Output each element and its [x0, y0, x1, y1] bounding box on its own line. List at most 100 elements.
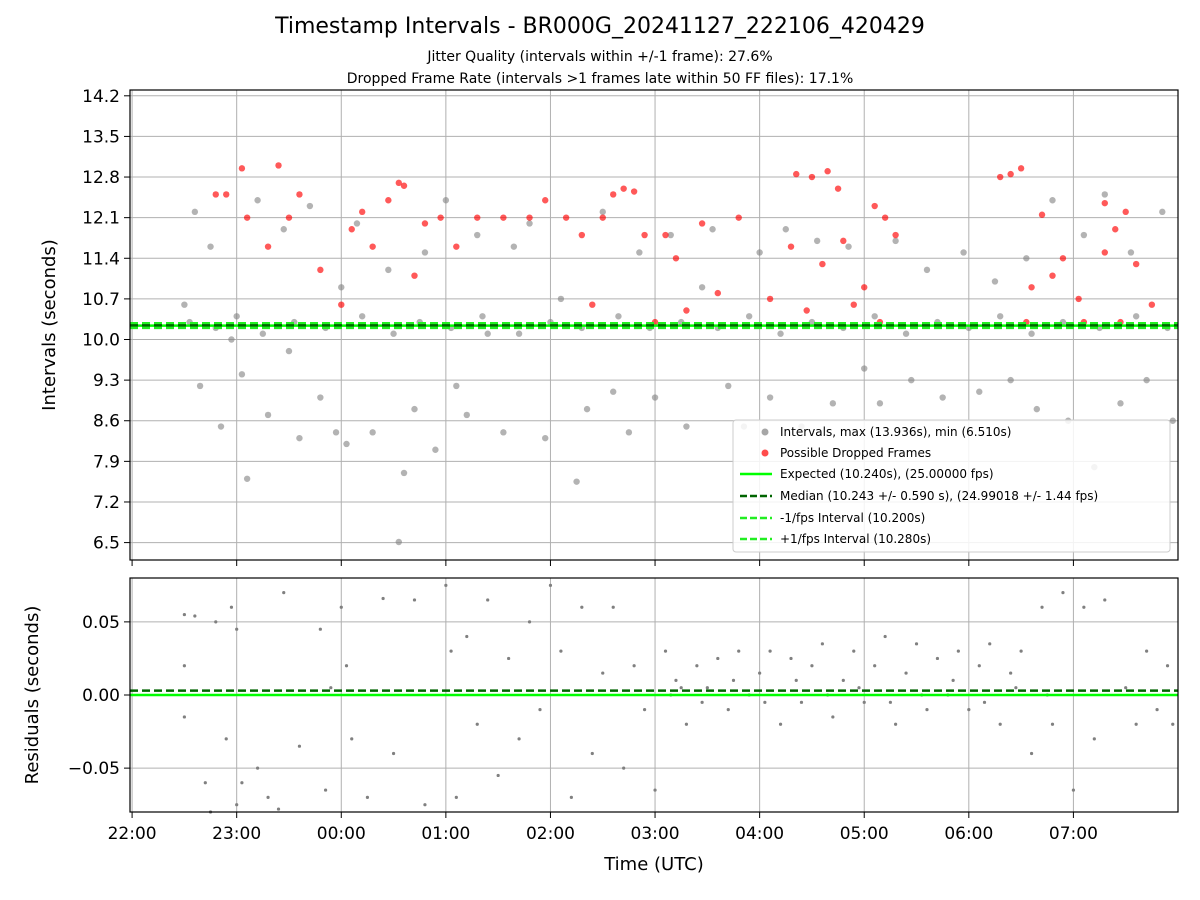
interval-point [500, 429, 507, 436]
interval-point [395, 538, 402, 546]
top-x-ticks [131, 560, 1074, 566]
dropped-frame-point [714, 289, 722, 297]
dropped-frame-point [385, 197, 392, 204]
jitter-quality-subtitle: Jitter Quality (intervals within +/-1 fr… [427, 49, 773, 65]
interval-point [233, 313, 240, 320]
dropped-frame-point [803, 307, 810, 314]
interval-point [280, 226, 287, 233]
legend-dropped-marker [761, 449, 769, 457]
x-axis-label: Time (UTC) [603, 854, 704, 875]
residual-point [731, 678, 736, 682]
dropped-frame-point [1132, 260, 1140, 268]
residual-point [977, 664, 981, 668]
interval-point [813, 237, 821, 245]
legend-expected-label: Expected (10.240s), (25.00000 fps) [780, 467, 994, 481]
interval-point [908, 376, 915, 384]
residual-point [527, 620, 532, 624]
legend-dropped-label: Possible Dropped Frames [780, 446, 931, 460]
dropped-frame-point [735, 214, 742, 221]
interval-point [610, 388, 617, 395]
interval-point [474, 231, 481, 239]
interval-point [923, 266, 931, 274]
interval-point [892, 237, 899, 245]
top-y-tick-label: 12.8 [82, 168, 120, 188]
x-tick-label: 06:00 [944, 824, 993, 844]
residual-point [412, 598, 417, 602]
residual-point [381, 596, 385, 601]
residual-point [904, 671, 908, 675]
residual-point [982, 700, 987, 704]
residual-point [820, 642, 824, 646]
dropped-frame-point [500, 214, 507, 221]
residual-point [883, 634, 887, 639]
interval-point [698, 284, 706, 291]
x-tick-label: 07:00 [1049, 824, 1098, 844]
residual-point [642, 708, 647, 712]
interval-point [845, 243, 852, 250]
interval-point [296, 434, 303, 442]
residual-point [967, 708, 971, 712]
residual-point [799, 700, 804, 704]
dropped-frame-point [1059, 255, 1067, 262]
residual-point [517, 737, 521, 741]
dropped-frame-point [641, 231, 648, 239]
dropped-frame-point [1028, 284, 1035, 291]
residual-point [956, 649, 960, 653]
residual-point [486, 598, 490, 602]
residual-point [344, 664, 349, 668]
residual-point [663, 649, 668, 653]
residual-point [998, 722, 1002, 726]
dropped-frame-point [223, 191, 230, 198]
interval-point [463, 411, 470, 419]
legend: Intervals, max (13.936s), min (6.510s) P… [732, 419, 1171, 553]
interval-point [1101, 191, 1108, 198]
residual-point [182, 715, 186, 719]
interval-point [991, 278, 999, 285]
residual-point [1103, 598, 1107, 602]
residual-point [1071, 788, 1076, 792]
interval-point [1143, 376, 1150, 384]
interval-point [667, 231, 674, 239]
interval-point [181, 301, 188, 308]
residual-point [350, 737, 354, 741]
residual-point [951, 678, 955, 682]
x-tick-label: 05:00 [840, 824, 889, 844]
legend-minus-fps-label: -1/fps Interval (10.200s) [780, 511, 925, 525]
residual-point [454, 795, 458, 799]
residual-point [894, 722, 898, 726]
residual-point [1029, 751, 1034, 756]
interval-point [766, 394, 774, 401]
interval-point [285, 347, 293, 355]
residual-point [1124, 686, 1128, 690]
residual-point [684, 722, 689, 726]
x-tick-label: 03:00 [631, 824, 680, 844]
dropped-frame-point [892, 231, 899, 239]
dropped-frame-point [243, 214, 251, 221]
dropped-frame-point [599, 214, 606, 221]
interval-point [510, 243, 518, 250]
interval-point [432, 446, 439, 453]
top-y-tick-label: 13.5 [82, 127, 120, 147]
residual-point [1155, 708, 1159, 712]
dropped-frame-point [662, 231, 669, 239]
residual-point [1092, 737, 1096, 741]
dropped-frame-point [358, 208, 366, 216]
residual-point [914, 642, 919, 646]
residual-point [214, 620, 218, 624]
residual-point [862, 700, 866, 704]
interval-point [1049, 197, 1056, 204]
residual-point [323, 788, 328, 792]
dropped-frame-point [1148, 301, 1156, 308]
dropped-frame-point [840, 237, 847, 245]
interval-point [651, 394, 659, 401]
dropped-frame-point [861, 284, 868, 291]
interval-point [782, 226, 789, 233]
top-y-tick-label: 9.3 [93, 371, 120, 391]
interval-point [353, 220, 361, 227]
interval-point [217, 423, 225, 430]
residual-point [203, 781, 207, 785]
top-y-tick-label: 11.4 [82, 249, 120, 269]
dropped-frame-point [1017, 165, 1025, 172]
dropped-frame-point [421, 220, 429, 227]
interval-point [542, 434, 549, 442]
